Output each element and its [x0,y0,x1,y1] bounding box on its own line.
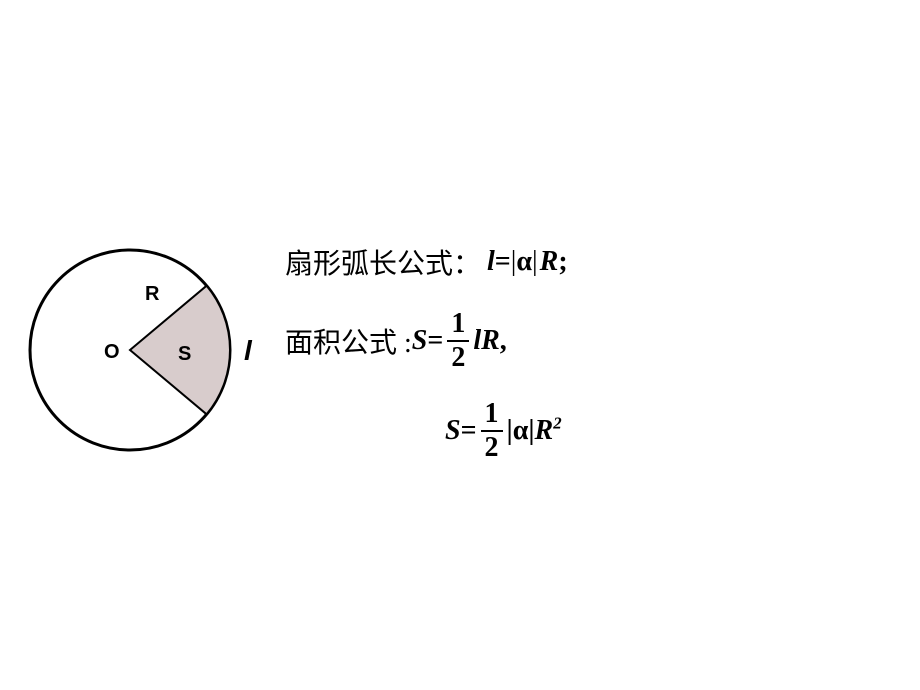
svg-text:R: R [145,283,160,305]
svg-text:S: S [178,343,191,365]
var-R: R [540,246,559,278]
frac-denominator: 2 [481,434,503,462]
var-l: l [487,246,495,278]
arc-length-label-cn: 扇形弧长公式： [285,242,481,282]
svg-text:l: l [244,335,253,366]
var-alpha: α [513,415,529,447]
comma: , [500,325,507,357]
semicolon: ; [558,246,567,278]
slide-canvas: O R Sl 扇形弧长公式： l = | α | R ; 面积公式 : S = 1 … [0,0,920,690]
equals-sign: = [427,325,443,357]
exponent-2: 2 [553,414,561,433]
var-S: S [412,325,428,357]
var-l: l [473,325,481,357]
fraction-half: 1 2 [481,400,503,462]
equals-sign: = [461,415,477,447]
var-R-base: R [535,415,554,446]
var-R: R [481,325,500,357]
svg-text:O: O [104,341,120,363]
frac-numerator: 1 [447,310,469,338]
abs-close: | [532,246,538,278]
fraction-half: 1 2 [447,310,469,372]
formula-area-lr: 面积公式 : S = 1 2 l R , [285,310,885,372]
var-S: S [445,415,461,447]
formula-area-alpha: S = 1 2 | α | R2 [285,400,885,462]
equals-sign: = [495,246,511,278]
frac-denominator: 2 [447,344,469,372]
area-label-cn: 面积公式 : [285,321,412,361]
frac-numerator: 1 [481,400,503,428]
var-R: R2 [535,415,562,447]
var-alpha: α [516,246,532,278]
formulas-block: 扇形弧长公式： l = | α | R ; 面积公式 : S = 1 2 l R… [285,242,885,462]
formula-arc-length: 扇形弧长公式： l = | α | R ; [285,242,885,282]
sector-diagram: O R Sl [0,0,300,690]
